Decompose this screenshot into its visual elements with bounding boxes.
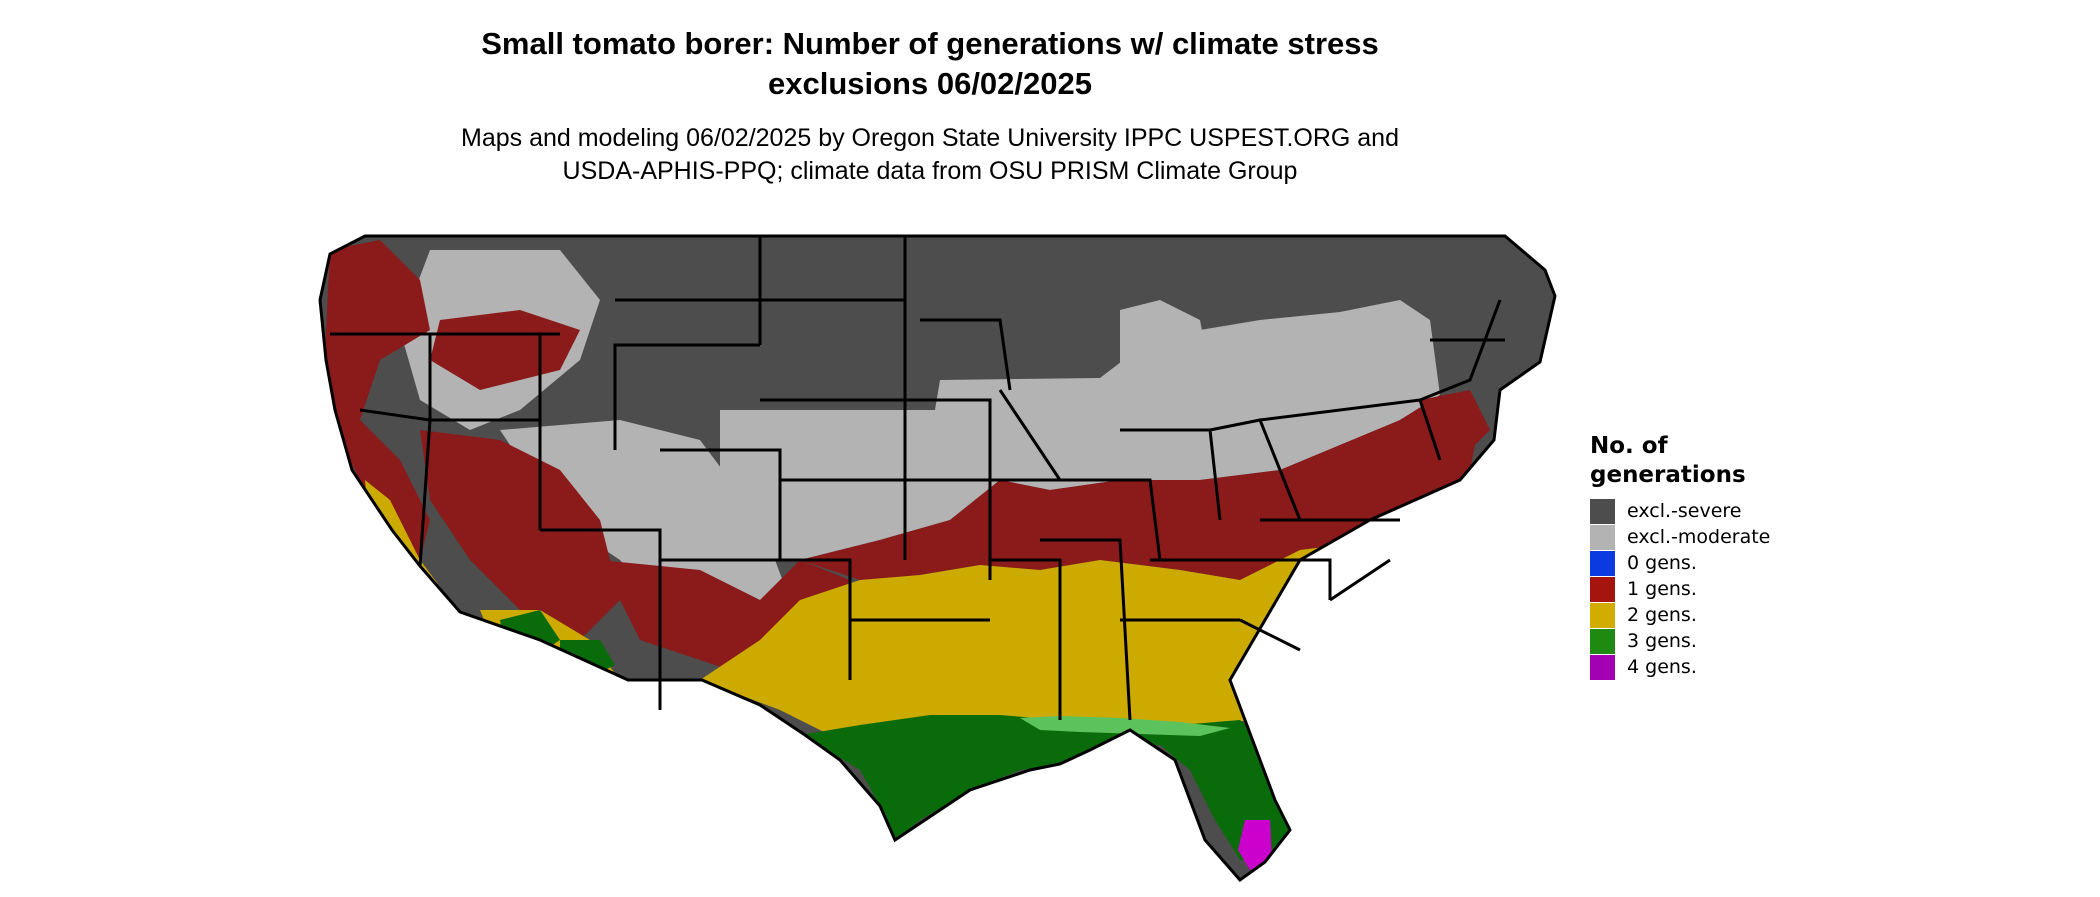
- legend-item-4-gens: 4 gens.: [1590, 654, 1890, 680]
- legend-swatch-1-gens: [1590, 576, 1615, 602]
- legend-item-excl-severe: excl.-severe: [1590, 498, 1890, 524]
- border-lines-central: [660, 318, 1240, 721]
- legend-swatch-3-gens: [1590, 628, 1615, 654]
- legend-title-line-1: No. of: [1590, 433, 1668, 459]
- map-subtitle-line-1: Maps and modeling 06/02/2025 by Oregon S…: [461, 124, 1399, 152]
- legend-label-0-gens: 0 gens.: [1627, 552, 1697, 574]
- map-title: Small tomato borer: Number of generation…: [380, 24, 1480, 104]
- legend-label-1-gens: 1 gens.: [1627, 578, 1697, 600]
- legend-swatch-excl-moderate: [1590, 524, 1615, 550]
- zone-excl-moderate-central: [720, 300, 1440, 560]
- border-lines-west: [330, 236, 907, 710]
- legend-title-line-2: generations: [1590, 462, 1746, 488]
- map-subtitle-line-2: USDA-APHIS-PPQ; climate data from OSU PR…: [562, 157, 1298, 185]
- state-borders: [318, 234, 1557, 883]
- zone-1-gens-pacific: [325, 240, 430, 560]
- legend-label-3-gens: 3 gens.: [1627, 630, 1697, 652]
- legend-swatch-2-gens: [1590, 602, 1615, 628]
- zone-excl-moderate-north: [1120, 300, 1215, 420]
- legend-item-0-gens: 0 gens.: [1590, 550, 1890, 576]
- zone-4-gens-florida: [1238, 820, 1272, 870]
- legend-swatch-0-gens: [1590, 550, 1615, 576]
- legend-swatch-4-gens: [1590, 654, 1615, 680]
- zone-1-gens-midsouth: [800, 395, 1480, 580]
- border-lines-east: [1060, 299, 1505, 652]
- legend: No. of generations excl.-severe excl.-mo…: [1590, 432, 1890, 680]
- zone-3-gens-light-gulf: [1020, 716, 1230, 736]
- legend-item-2-gens: 2 gens.: [1590, 602, 1890, 628]
- zone-1-gens-northeast: [1420, 390, 1490, 460]
- us-outline: [318, 234, 1557, 883]
- zone-1-gens-plateau: [430, 310, 580, 390]
- legend-label-excl-severe: excl.-severe: [1627, 500, 1742, 522]
- map-title-line-1: Small tomato borer: Number of generation…: [481, 26, 1379, 61]
- legend-item-excl-moderate: excl.-moderate: [1590, 524, 1890, 550]
- map-title-line-2: exclusions 06/02/2025: [767, 66, 1092, 101]
- legend-swatch-excl-severe: [1590, 498, 1615, 524]
- zone-1-gens-great-basin: [420, 430, 620, 640]
- legend-title: No. of generations: [1590, 432, 1890, 490]
- legend-item-1-gens: 1 gens.: [1590, 576, 1890, 602]
- zone-3-gens-gulf: [740, 715, 1290, 860]
- legend-label-4-gens: 4 gens.: [1627, 656, 1697, 678]
- legend-label-2-gens: 2 gens.: [1627, 604, 1697, 626]
- map-subtitle: Maps and modeling 06/02/2025 by Oregon S…: [380, 122, 1480, 188]
- legend-item-3-gens: 3 gens.: [1590, 628, 1890, 654]
- legend-label-excl-moderate: excl.-moderate: [1627, 526, 1771, 548]
